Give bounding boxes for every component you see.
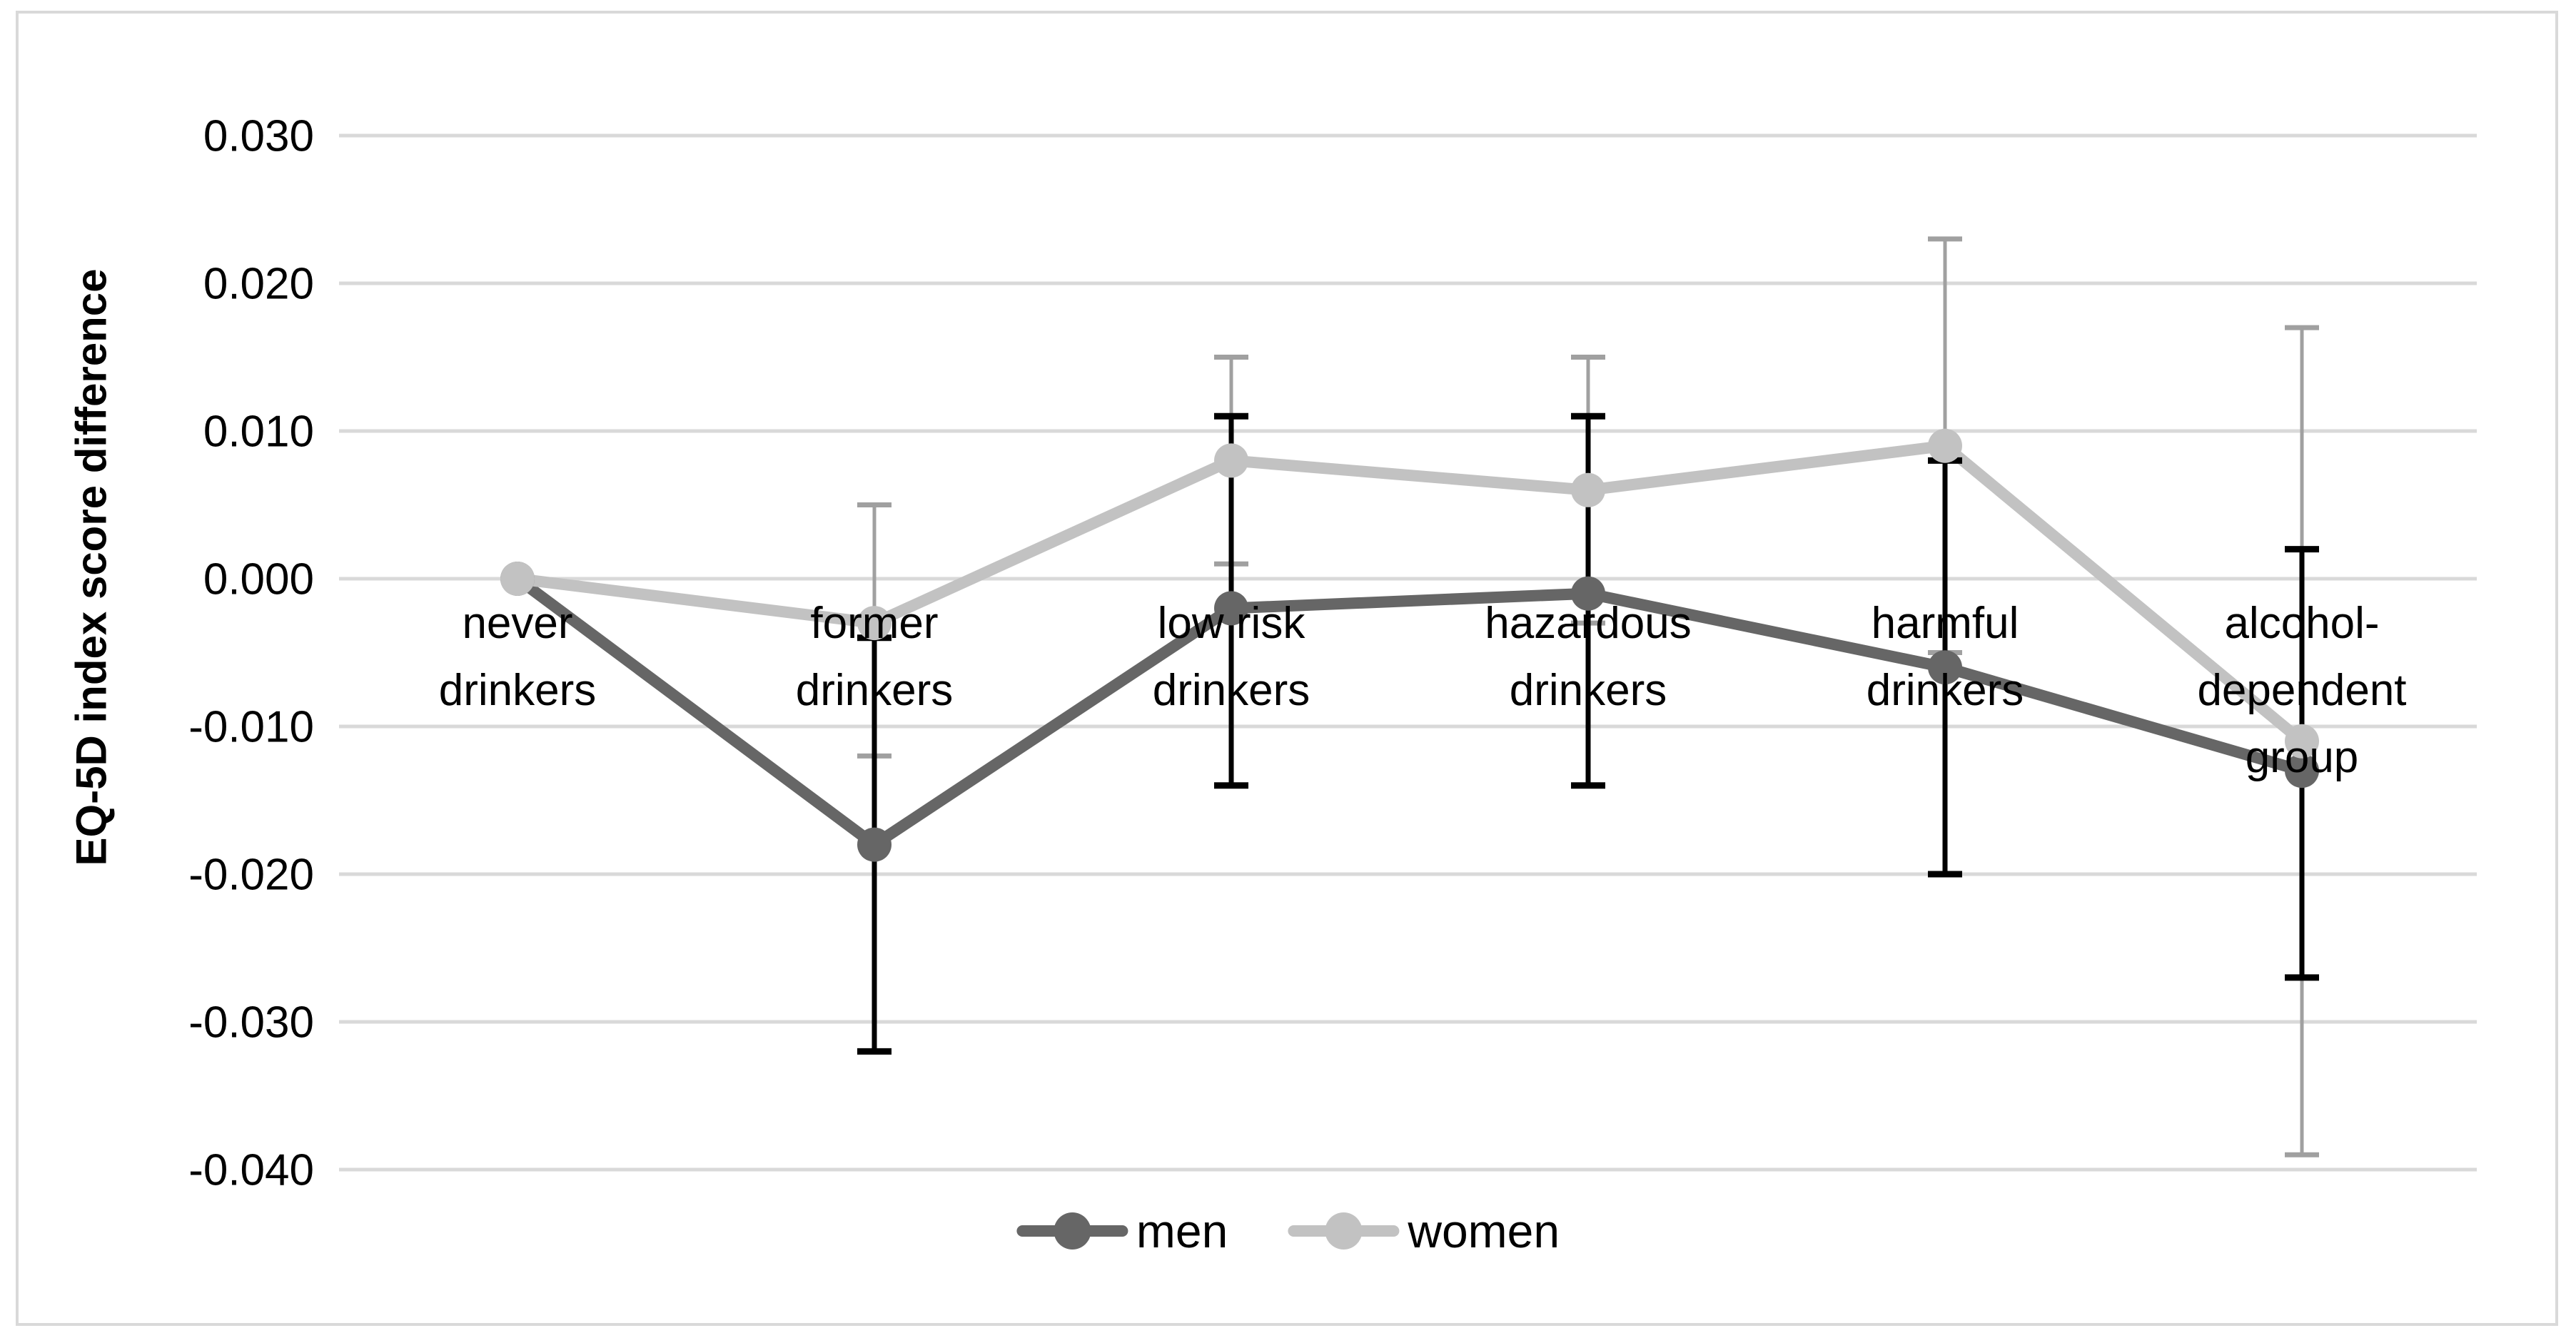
svg-text:dependent: dependent: [2197, 666, 2406, 715]
legend-label-women: women: [1408, 1205, 1560, 1257]
svg-text:-0.030: -0.030: [188, 998, 314, 1048]
svg-text:0.010: 0.010: [203, 407, 314, 457]
svg-text:hazardous: hazardous: [1485, 599, 1692, 648]
svg-text:low risk: low risk: [1158, 599, 1306, 648]
svg-text:group: group: [2246, 733, 2359, 782]
chart-frame: [16, 11, 2558, 1326]
svg-text:-0.020: -0.020: [188, 851, 314, 900]
svg-text:drinkers: drinkers: [1867, 666, 2024, 715]
gridlines: [339, 133, 2477, 1172]
x-axis-labels: never drinkers former drinkers low risk drink…: [439, 599, 2407, 782]
y-axis-tick-labels: 0.030 0.020 0.010 0.000 -0.010 -0.020 -0.030 -0…: [188, 112, 314, 1195]
women-series-line: [512, 440, 2308, 747]
legend-item-women: women: [1288, 1207, 1560, 1255]
legend-item-men: men: [1016, 1207, 1228, 1255]
svg-text:drinkers: drinkers: [796, 666, 954, 715]
svg-text:alcohol-: alcohol-: [2224, 599, 2379, 648]
svg-text:0.020: 0.020: [203, 260, 314, 309]
svg-text:-0.040: -0.040: [188, 1146, 314, 1195]
legend: men women: [1016, 1207, 1560, 1255]
y-axis-title: EQ-5D index score difference: [67, 268, 116, 866]
women-series-markers: [500, 428, 2319, 759]
svg-text:drinkers: drinkers: [439, 666, 597, 715]
men-series-line: [512, 573, 2308, 851]
svg-text:0.000: 0.000: [203, 555, 314, 604]
svg-text:drinkers: drinkers: [1153, 666, 1310, 715]
svg-text:never: never: [462, 599, 572, 648]
women-series-marker-icon: [1288, 1211, 1400, 1251]
legend-label-men: men: [1136, 1205, 1228, 1257]
svg-text:-0.010: -0.010: [188, 703, 314, 752]
svg-text:harmful: harmful: [1872, 599, 2019, 648]
svg-text:0.030: 0.030: [203, 112, 314, 161]
svg-text:former: former: [810, 599, 938, 648]
men-error-bars: [857, 412, 2319, 1055]
svg-text:drinkers: drinkers: [1510, 666, 1667, 715]
men-series-marker-icon: [1016, 1211, 1128, 1251]
